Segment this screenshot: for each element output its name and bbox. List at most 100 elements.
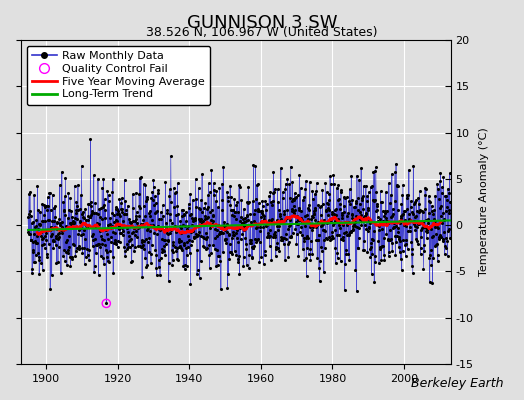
Point	[180, 242, 189, 248]
Point	[337, 189, 345, 196]
Point	[104, 222, 113, 228]
Point	[214, 222, 222, 228]
Point	[268, 198, 277, 204]
Point	[321, 180, 330, 186]
Point	[446, 199, 454, 205]
Point	[57, 224, 66, 230]
Point	[277, 234, 286, 241]
Point	[365, 224, 373, 230]
Point	[275, 206, 283, 213]
Point	[342, 247, 350, 253]
Point	[256, 208, 265, 214]
Point	[312, 237, 321, 244]
Point	[162, 230, 171, 236]
Point	[225, 232, 233, 238]
Point	[289, 203, 298, 209]
Point	[248, 254, 256, 260]
Point	[278, 194, 287, 201]
Point	[428, 208, 436, 214]
Point	[199, 243, 208, 250]
Point	[326, 181, 335, 187]
Point	[237, 214, 245, 220]
Point	[325, 197, 333, 203]
Point	[139, 181, 148, 188]
Point	[366, 220, 374, 227]
Point	[143, 193, 151, 200]
Point	[411, 227, 419, 233]
Point	[42, 237, 50, 243]
Point	[235, 184, 244, 190]
Point	[140, 246, 149, 252]
Point	[263, 220, 271, 226]
Point	[61, 258, 69, 264]
Point	[199, 204, 208, 211]
Point	[242, 241, 250, 247]
Point	[332, 206, 341, 212]
Point	[201, 216, 209, 222]
Point	[283, 207, 291, 213]
Point	[255, 200, 263, 206]
Point	[200, 244, 208, 250]
Point	[387, 240, 396, 246]
Point	[87, 203, 95, 210]
Point	[422, 234, 431, 241]
Point	[72, 244, 81, 251]
Point	[259, 224, 267, 230]
Point	[291, 190, 299, 196]
Point	[181, 223, 190, 229]
Point	[444, 228, 452, 234]
Point	[277, 165, 285, 172]
Point	[222, 236, 230, 242]
Point	[355, 225, 364, 232]
Point	[438, 190, 446, 196]
Point	[41, 245, 49, 252]
Point	[236, 225, 245, 232]
Point	[397, 201, 406, 207]
Point	[370, 228, 378, 234]
Point	[359, 183, 368, 189]
Point	[403, 246, 412, 252]
Point	[224, 271, 233, 278]
Text: 38.526 N, 106.967 W (United States): 38.526 N, 106.967 W (United States)	[146, 26, 378, 39]
Point	[117, 206, 126, 212]
Point	[45, 190, 53, 196]
Point	[232, 252, 241, 258]
Point	[400, 207, 408, 214]
Point	[420, 206, 429, 213]
Point	[373, 201, 381, 207]
Point	[286, 222, 294, 229]
Point	[46, 226, 54, 233]
Point	[124, 244, 133, 250]
Point	[137, 174, 145, 180]
Point	[237, 197, 246, 204]
Point	[187, 242, 195, 249]
Point	[389, 223, 398, 230]
Point	[293, 231, 301, 237]
Point	[237, 224, 245, 230]
Point	[190, 234, 199, 240]
Point	[347, 173, 355, 179]
Point	[138, 237, 147, 243]
Point	[306, 246, 314, 253]
Point	[384, 220, 392, 226]
Point	[113, 244, 122, 251]
Point	[136, 220, 145, 227]
Point	[279, 235, 288, 242]
Point	[120, 244, 128, 250]
Point	[105, 258, 113, 265]
Point	[129, 228, 138, 235]
Point	[49, 237, 58, 244]
Point	[422, 228, 431, 234]
Point	[29, 218, 37, 225]
Point	[302, 272, 311, 279]
Point	[203, 206, 211, 212]
Point	[336, 187, 345, 193]
Point	[160, 248, 169, 255]
Point	[53, 231, 62, 238]
Point	[412, 197, 421, 204]
Point	[423, 216, 432, 222]
Point	[400, 222, 408, 228]
Point	[331, 245, 340, 251]
Point	[410, 222, 419, 229]
Point	[161, 179, 170, 185]
